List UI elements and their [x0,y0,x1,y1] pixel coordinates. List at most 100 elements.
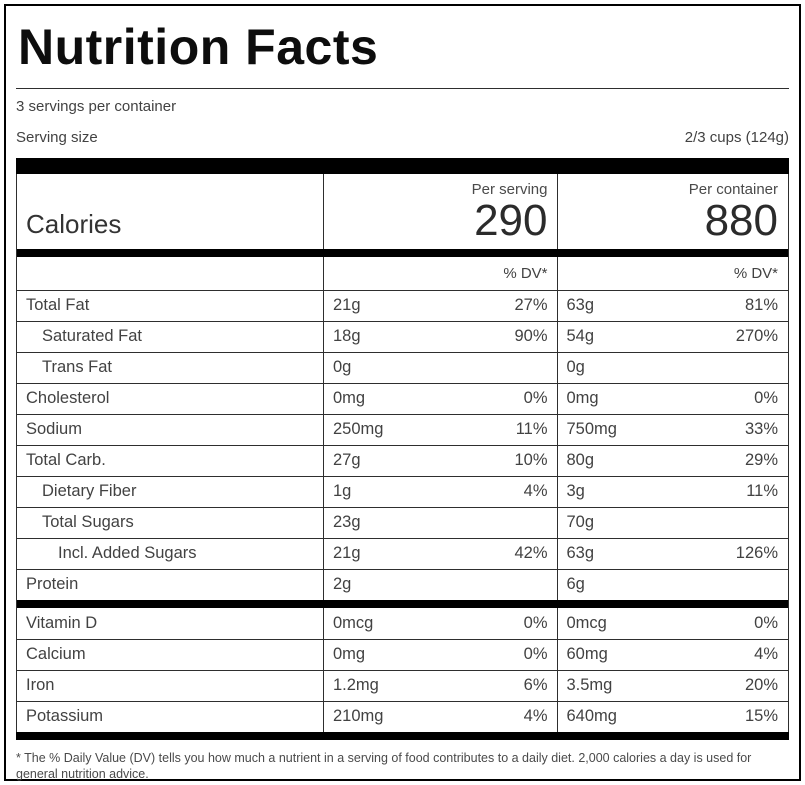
table-row-trans-fat: Trans Fat 0g 0g [17,351,788,383]
container-dv: 20% [744,676,778,694]
table-row-vitamin-d: Vitamin D 0mcg 0% 0mcg 0% [17,607,788,639]
daily-value-footnote: * The % Daily Value (DV) tells you how m… [16,750,752,781]
dv-header-serving: % DV* [503,264,548,282]
table-row-saturated-fat: Saturated Fat 18g 90% 54g 270% [17,320,788,352]
serving-size-value: 2/3 cups (124g) [684,128,789,146]
serving-amount: 0mg [333,645,366,663]
serving-amount: 250mg [333,420,384,438]
serving-dv: 0% [523,613,548,632]
serving-dv: 4% [523,482,548,500]
servings-per-container: 3 servings per container [16,97,177,115]
calories-label: Calories [26,208,122,239]
serving-amount: 0mcg [333,613,374,632]
container-dv: 33% [744,420,778,438]
calories-row: Calories Per serving 290 Per container 8… [17,173,788,249]
table-row-total-fat: Total Fat 21g 27% 63g 81% [17,289,788,321]
container-amount: 3.5mg [566,676,613,694]
container-amount: 63g [566,544,595,562]
calories-per-serving: 290 [474,195,548,245]
container-amount: 640mg [566,707,617,725]
dv-header-container: % DV* [733,264,778,282]
nutrient-name: Total Carb. [26,451,106,469]
container-dv: 0% [754,613,778,632]
thick-bar-top [16,157,789,174]
nutrient-name: Iron [26,676,55,694]
thick-bar-bottom [16,731,789,740]
nutrient-name: Protein [26,575,79,593]
container-dv: 81% [744,296,778,314]
dv-header-row: % DV* % DV* [17,256,788,290]
serving-dv: 6% [523,676,548,694]
title-divider [16,87,789,89]
table-row-dietary-fiber: Dietary Fiber 1g 4% 3g 11% [17,475,788,507]
serving-dv: 11% [515,420,548,438]
table-row-total-sugars: Total Sugars 23g 70g [17,506,788,538]
container-amount: 80g [566,451,595,469]
serving-amount: 2g [333,575,352,593]
container-dv: 29% [744,451,778,469]
table-row-added-sugars: Incl. Added Sugars 21g 42% 63g 126% [17,537,788,569]
nutrient-name: Potassium [26,707,104,725]
nutrient-name: Saturated Fat [42,327,142,345]
serving-dv: 90% [514,327,548,345]
container-amount: 3g [566,482,585,500]
serving-amount: 21g [333,544,361,562]
serving-amount: 1.2mg [333,676,379,694]
nutrition-table: Calories Per serving 290 Per container 8… [16,173,789,732]
page-title: Nutrition Facts [18,19,379,75]
nutrition-facts-label: Nutrition Facts 3 servings per container… [4,4,801,781]
per-serving-label: Per serving [471,180,548,198]
container-dv: 4% [754,645,778,663]
container-amount: 60mg [566,645,608,663]
table-row-iron: Iron 1.2mg 6% 3.5mg 20% [17,669,788,701]
serving-amount: 21g [333,296,361,314]
serving-size-row: Serving size 2/3 cups (124g) [16,129,789,147]
nutrient-name: Cholesterol [26,389,110,407]
calories-per-container: 880 [704,195,778,245]
container-amount: 6g [566,575,585,593]
serving-dv: 0% [523,645,548,663]
serving-amount: 18g [333,327,361,345]
serving-dv: 4% [523,707,548,725]
nutrient-name: Dietary Fiber [42,482,137,500]
serving-amount: 0g [333,358,352,376]
serving-amount: 210mg [333,707,384,725]
serving-dv: 27% [514,296,548,314]
label-inner: Nutrition Facts 3 servings per container… [6,21,799,782]
nutrient-name: Trans Fat [42,358,112,376]
container-amount: 70g [566,513,595,531]
serving-dv: 10% [514,451,548,469]
nutrient-name: Total Sugars [42,513,134,531]
serving-amount: 0mg [333,389,366,407]
serving-size-label: Serving size [16,128,98,146]
table-row-sodium: Sodium 250mg 11% 750mg 33% [17,413,788,445]
table-row-total-carb: Total Carb. 27g 10% 80g 29% [17,444,788,476]
serving-amount: 23g [333,513,361,531]
container-dv: 126% [735,544,778,562]
nutrient-name: Sodium [26,420,82,438]
container-dv: 270% [735,327,778,345]
serving-dv: 42% [514,544,548,562]
per-container-label: Per container [688,180,778,198]
container-dv: 11% [746,482,778,500]
container-dv: 0% [754,389,778,407]
container-amount: 0mg [566,389,599,407]
container-amount: 750mg [566,420,617,438]
nutrient-name: Calcium [26,645,86,663]
table-row-protein: Protein 2g 6g [17,568,788,600]
section-bar [17,599,788,608]
serving-dv: 0% [523,389,548,407]
container-dv: 15% [744,707,778,725]
table-row-potassium: Potassium 210mg 4% 640mg 15% [17,700,788,732]
container-amount: 54g [566,327,595,345]
section-bar [17,248,788,257]
table-row-cholesterol: Cholesterol 0mg 0% 0mg 0% [17,382,788,414]
serving-amount: 27g [333,451,361,469]
nutrient-name: Vitamin D [26,613,98,632]
table-row-calcium: Calcium 0mg 0% 60mg 4% [17,638,788,670]
container-amount: 0g [566,358,585,376]
serving-amount: 1g [333,482,352,500]
container-amount: 0mcg [566,613,607,632]
container-amount: 63g [566,296,595,314]
nutrient-name: Total Fat [26,296,90,314]
